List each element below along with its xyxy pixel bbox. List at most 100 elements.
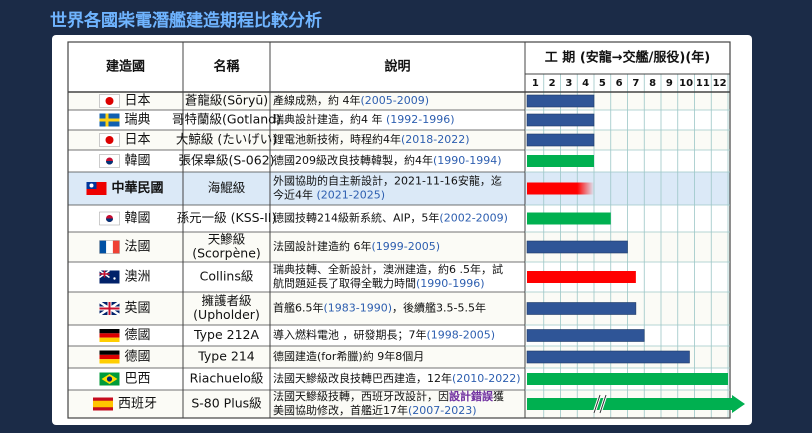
year-tick: 5 bbox=[599, 78, 606, 89]
country: 德國 bbox=[124, 328, 150, 343]
row-bg bbox=[68, 172, 730, 205]
col-header: 名稱 bbox=[213, 59, 239, 75]
sub-name: 孫元一級 (KSS-II) bbox=[177, 210, 277, 225]
flag bbox=[99, 337, 120, 342]
duration-bar bbox=[526, 113, 595, 127]
description-part: (2002-2009) bbox=[439, 212, 508, 225]
description: 外國協助的自主新設計，2021-11-16安龍，迄 bbox=[273, 174, 502, 188]
description-part: 法國設計建造約 6年 bbox=[273, 239, 372, 253]
flag bbox=[99, 118, 120, 122]
description-part: 瑞典技轉、全新設計，澳洲建造，約6 .5年，試 bbox=[273, 262, 503, 276]
year-tick: 12 bbox=[713, 78, 727, 89]
description-part: 航問題延長了取得全戰力時間 bbox=[273, 276, 416, 290]
description-part: 產線成熟，約 4年 bbox=[273, 93, 361, 107]
year-tick: 1 bbox=[532, 78, 539, 89]
sub-name: 海鯤級 bbox=[208, 180, 246, 195]
sub-name: 大鯨級 (たいげい) bbox=[176, 132, 277, 147]
flag bbox=[105, 161, 113, 165]
col-header: 工 期 (安龍→交艦/服役)(年) bbox=[545, 50, 710, 66]
year-tick: 10 bbox=[679, 78, 693, 89]
description: 德國建造(for希臘)約 9年8個月 bbox=[273, 349, 424, 363]
year-tick: 2 bbox=[549, 78, 556, 89]
description: 德國209級改良技轉韓製，約4年(1990-1994) bbox=[273, 153, 502, 167]
description-part: 首艦6.5年 bbox=[273, 301, 324, 315]
description-part: 獲 bbox=[493, 390, 504, 403]
description-part: (1983-1990) bbox=[324, 302, 393, 315]
flag bbox=[99, 329, 120, 334]
sub-name: 哥特蘭級(Gotland) bbox=[172, 112, 281, 127]
description-part: (1990-1996) bbox=[416, 277, 485, 290]
duration-bar bbox=[527, 373, 728, 385]
description-part: (2018-2022) bbox=[401, 133, 470, 146]
duration-bar bbox=[527, 155, 594, 167]
flag bbox=[89, 183, 94, 188]
country: 中華民國 bbox=[111, 180, 163, 196]
duration-bar bbox=[527, 182, 594, 195]
flag bbox=[105, 97, 114, 105]
description: 美國協助修改，首艦近17年(2007-2023) bbox=[273, 403, 477, 417]
country: 日本 bbox=[124, 94, 150, 109]
sub-name: Collins級 bbox=[200, 269, 254, 284]
description-part: 鋰電池新技術，時程約4年 bbox=[273, 132, 401, 146]
sub-name: 張保皋級(S-062) bbox=[178, 153, 274, 168]
duration-bar bbox=[526, 240, 628, 254]
flag bbox=[99, 240, 120, 254]
sub-name: 天鰺級 bbox=[208, 232, 246, 247]
description: 今近4年 (2021-2025) bbox=[273, 188, 385, 202]
year-tick: 6 bbox=[616, 78, 623, 89]
description-part: 德國建造(for希臘)約 9年8個月 bbox=[273, 349, 424, 363]
description: 法國天鰺級技轉，西班牙改設計，因設計錯誤獲 bbox=[273, 389, 504, 403]
country: 法國 bbox=[124, 240, 150, 255]
flag bbox=[105, 136, 114, 144]
flag bbox=[99, 270, 110, 278]
duration-bar bbox=[527, 271, 636, 283]
description-part: (2005-2009) bbox=[361, 94, 430, 107]
row-bg bbox=[68, 205, 730, 232]
description-part: (1992-1996) bbox=[386, 113, 455, 126]
description-part: 設計錯誤 bbox=[449, 389, 494, 403]
year-tick: 4 bbox=[582, 78, 589, 89]
description-part: (2021-2025) bbox=[317, 189, 386, 202]
sub-name: Riachuelo級 bbox=[190, 371, 264, 386]
flag bbox=[106, 376, 113, 382]
flag bbox=[106, 240, 113, 254]
description-part: (1998-2005) bbox=[427, 329, 496, 342]
flag bbox=[99, 359, 120, 364]
year-tick: 7 bbox=[632, 78, 639, 89]
flag bbox=[105, 218, 113, 222]
flag bbox=[112, 240, 120, 254]
description: 航問題延長了取得全戰力時間(1990-1996) bbox=[273, 276, 485, 290]
description: 鋰電池新技術，時程約4年(2018-2022) bbox=[273, 132, 470, 146]
duration-bar bbox=[526, 329, 645, 342]
sub-name: 擁護者級 bbox=[201, 293, 252, 308]
flag bbox=[99, 333, 120, 338]
country: 韓國 bbox=[124, 211, 150, 226]
description-part: 德國209級改良技轉韓製，約4年 bbox=[273, 153, 433, 167]
description-part: 瑞典設計建造，約4 年 bbox=[273, 112, 386, 126]
country: 西班牙 bbox=[118, 397, 157, 412]
description-part: (1990-1994) bbox=[433, 154, 502, 167]
year-tick: 11 bbox=[696, 78, 710, 89]
country: 韓國 bbox=[124, 154, 150, 169]
flag bbox=[92, 400, 113, 408]
flag bbox=[113, 277, 116, 280]
country: 澳洲 bbox=[124, 269, 150, 285]
sub-name: 蒼龍級(Sōryū) bbox=[185, 93, 268, 108]
duration-bar bbox=[526, 94, 595, 108]
col-header: 建造國 bbox=[106, 59, 145, 75]
description: 首艦6.5年(1983-1990)，後續艦3.5-5.5年 bbox=[273, 301, 486, 315]
description-part: 法國天鰺級改良技轉巴西建造，12年 bbox=[273, 371, 452, 385]
year-tick: 9 bbox=[666, 78, 673, 89]
description-part: (2007-2023) bbox=[408, 404, 477, 417]
description: 產線成熟，約 4年(2005-2009) bbox=[273, 93, 429, 107]
description-part: 法國天鰺級技轉，西班牙改設計，因 bbox=[273, 389, 449, 403]
duration-bar bbox=[527, 212, 611, 225]
country: 英國 bbox=[124, 301, 150, 316]
description-part: 外國協助的自主新設計，2021-11-16安龍，迄 bbox=[273, 174, 502, 188]
description-part: 德國技轉214級新系統、AIP，5年 bbox=[273, 211, 439, 225]
country: 日本 bbox=[124, 133, 150, 148]
flag bbox=[99, 354, 120, 360]
description: 瑞典設計建造，約4 年 (1992-1996) bbox=[273, 112, 455, 126]
year-tick: 8 bbox=[649, 78, 656, 89]
